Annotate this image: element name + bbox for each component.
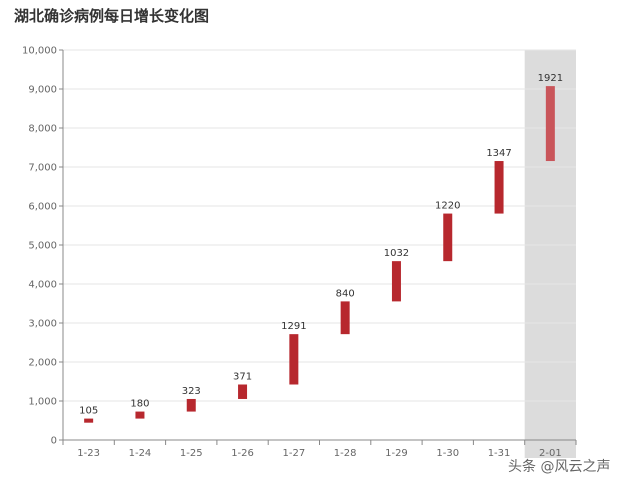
data-label-1-31: 1347 bbox=[486, 148, 511, 159]
bar-1-27 bbox=[289, 334, 299, 385]
y-tick-label: 10,000 bbox=[22, 46, 57, 57]
y-tick-label: 4,000 bbox=[28, 280, 57, 291]
x-tick-label: 1-27 bbox=[282, 448, 305, 459]
bar-1-31 bbox=[494, 161, 504, 214]
x-tick-label: 1-24 bbox=[129, 448, 152, 459]
bar-1-26 bbox=[238, 384, 248, 399]
bar-2-01 bbox=[545, 86, 555, 162]
bar-1-24 bbox=[135, 411, 145, 419]
data-label-2-01: 1921 bbox=[538, 73, 563, 84]
y-tick-label: 5,000 bbox=[28, 241, 57, 252]
data-label-1-23: 105 bbox=[79, 406, 98, 417]
data-label-1-29: 1032 bbox=[384, 248, 409, 259]
chart-title: 湖北确诊病例每日增长变化图 bbox=[14, 7, 210, 25]
data-label-1-27: 1291 bbox=[281, 321, 306, 332]
y-tick-label: 6,000 bbox=[28, 202, 57, 213]
y-tick-label: 8,000 bbox=[28, 124, 57, 135]
watermark: 头条 @风云之声 bbox=[508, 459, 611, 475]
data-label-1-24: 180 bbox=[130, 399, 149, 410]
y-tick-label: 7,000 bbox=[28, 163, 57, 174]
y-tick-label: 0 bbox=[51, 436, 57, 447]
x-tick-label: 1-28 bbox=[334, 448, 357, 459]
bar-1-30 bbox=[443, 213, 453, 262]
y-tick-label: 9,000 bbox=[28, 85, 57, 96]
bar-1-25 bbox=[186, 398, 196, 412]
data-label-1-26: 371 bbox=[233, 372, 252, 383]
x-tick-label: 1-31 bbox=[488, 448, 511, 459]
bar-1-29 bbox=[391, 261, 401, 302]
y-tick-label: 3,000 bbox=[28, 319, 57, 330]
bar-1-28 bbox=[340, 301, 350, 335]
x-tick-label: 1-26 bbox=[231, 448, 254, 459]
y-tick-label: 2,000 bbox=[28, 358, 57, 369]
data-label-1-28: 840 bbox=[336, 288, 355, 299]
x-tick-label: 1-23 bbox=[77, 448, 100, 459]
data-label-1-25: 323 bbox=[182, 386, 201, 397]
y-tick-label: 1,000 bbox=[28, 397, 57, 408]
x-tick-label: 1-30 bbox=[436, 448, 459, 459]
x-tick-label: 1-29 bbox=[385, 448, 408, 459]
data-label-1-30: 1220 bbox=[435, 201, 460, 212]
bar-1-23 bbox=[84, 418, 94, 423]
x-tick-label: 2-01 bbox=[539, 448, 562, 459]
x-tick-label: 1-25 bbox=[180, 448, 203, 459]
